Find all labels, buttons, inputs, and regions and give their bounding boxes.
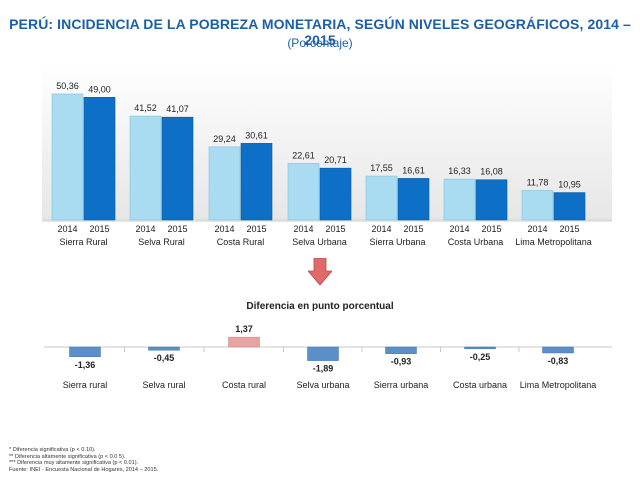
year-tick-label: 2014 (214, 224, 234, 234)
year-tick-label: 2014 (57, 224, 77, 234)
value-label-2014: 29,24 (213, 134, 236, 144)
category-label: Selva Urbana (292, 237, 347, 247)
bar-2014 (129, 115, 162, 221)
footnote-line: * Diferencia significativa (p < 0.10). (9, 447, 96, 453)
bar-2015 (161, 116, 194, 221)
year-tick-label: 2015 (403, 224, 423, 234)
category-label: Sierra Rural (59, 237, 107, 247)
bar-2015 (240, 143, 273, 221)
difference-bar (385, 346, 417, 354)
footnotes: * Diferencia significativa (p < 0.10). *… (9, 447, 158, 473)
difference-value-label: 1,37 (235, 324, 253, 334)
year-tick-label: 2015 (481, 224, 501, 234)
difference-bar (228, 336, 260, 348)
top-bar-chart: 50,36 2014 49,00 2015 Sierra Rural 41,52 2014 4… (42, 62, 612, 247)
value-label-2014: 11,78 (527, 178, 549, 188)
year-tick-label: 2015 (559, 224, 579, 234)
value-label-2015: 16,08 (480, 167, 503, 177)
year-tick-label: 2015 (89, 224, 109, 234)
year-tick-label: 2014 (449, 224, 469, 234)
bar-2014 (208, 146, 241, 221)
difference-chart-title: Diferencia en punto porcentual (246, 301, 394, 312)
category-label: Costa Urbana (448, 237, 504, 247)
chart-title: PERÚ: INCIDENCIA DE LA POBREZA MONETARIA… (9, 16, 631, 48)
value-label-2014: 17,55 (370, 163, 393, 173)
difference-category-label: Selva rural (142, 380, 185, 390)
year-tick-label: 2015 (246, 224, 266, 234)
bar-2015 (475, 179, 508, 221)
difference-bar (307, 346, 339, 361)
difference-bar (148, 346, 180, 351)
value-label-2015: 20,71 (324, 155, 347, 165)
footnote-line: ** Diferencia altamente significativa (p… (9, 453, 126, 460)
difference-category-label: Selva urbana (296, 380, 349, 390)
value-label-2014: 22,61 (292, 150, 315, 160)
bar-2015 (319, 167, 352, 221)
category-label: Selva Rural (138, 237, 185, 247)
difference-value-label: -0,25 (470, 352, 491, 362)
difference-category-label: Sierra rural (63, 380, 108, 390)
value-label-2014: 50,36 (56, 81, 79, 91)
value-label-2015: 49,00 (88, 84, 111, 94)
difference-value-label: -1,89 (313, 364, 334, 374)
source-line: Fuente: INEI - Encuesta Nacional de Hoga… (9, 466, 159, 473)
value-label-2015: 16,61 (402, 165, 425, 175)
bar-2014 (287, 163, 320, 221)
footnote-line: *** Diferencia muy altamente significati… (9, 460, 139, 466)
difference-bar (69, 346, 101, 358)
bar-2014 (521, 190, 554, 221)
bar-2014 (443, 178, 476, 221)
year-tick-label: 2015 (167, 224, 187, 234)
year-tick-label: 2014 (527, 224, 547, 234)
difference-bar (542, 346, 574, 354)
value-label-2014: 41,52 (134, 103, 157, 113)
category-label: Sierra Urbana (369, 237, 425, 247)
value-label-2015: 41,07 (166, 104, 189, 114)
chart-subtitle: (Porcentaje) (287, 36, 353, 50)
bar-2015 (553, 192, 586, 221)
value-label-2015: 10,95 (558, 180, 581, 190)
difference-value-label: -0,93 (391, 357, 412, 367)
difference-bar-chart: -1,36 Sierra rural -0,45 Selva rural 1,37 Cos… (44, 324, 612, 390)
difference-value-label: -1,36 (75, 360, 96, 370)
down-arrow-icon (308, 258, 332, 286)
year-tick-label: 2014 (293, 224, 313, 234)
bar-2014 (51, 93, 84, 221)
bar-2015 (83, 97, 116, 221)
category-label: Costa Rural (217, 237, 265, 247)
difference-value-label: -0,83 (548, 356, 569, 366)
value-label-2014: 16,33 (448, 166, 471, 176)
year-tick-label: 2015 (325, 224, 345, 234)
bar-2014 (365, 175, 398, 221)
value-label-2015: 30,61 (245, 130, 268, 140)
difference-category-label: Sierra urbana (374, 380, 429, 390)
year-tick-label: 2014 (135, 224, 155, 234)
difference-category-label: Costa rural (222, 380, 266, 390)
difference-bar (464, 346, 496, 350)
difference-value-label: -0,45 (154, 353, 175, 363)
category-label: Lima Metropolitana (515, 237, 592, 247)
bar-2015 (397, 178, 430, 221)
year-tick-label: 2014 (371, 224, 391, 234)
difference-category-label: Costa urbana (453, 380, 507, 390)
difference-category-label: Lima Metropolitana (520, 380, 597, 390)
